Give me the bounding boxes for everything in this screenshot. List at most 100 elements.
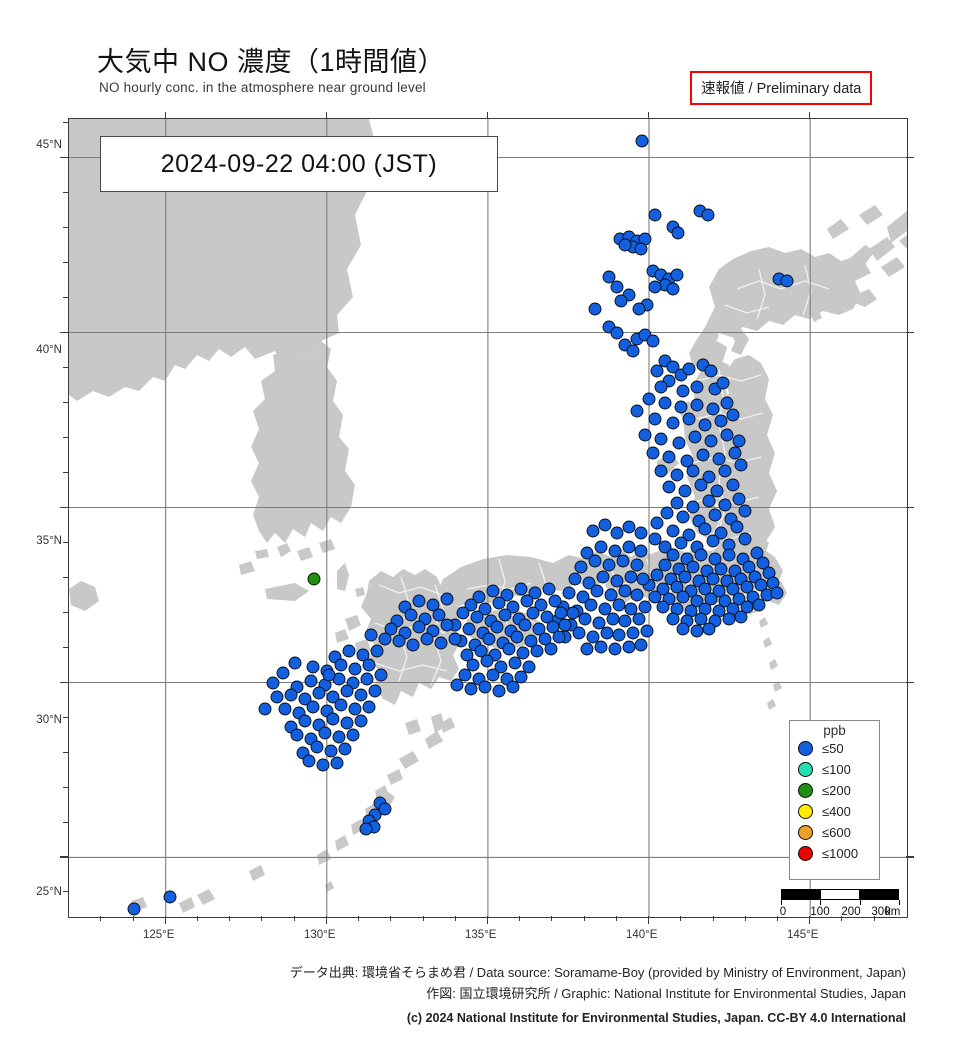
graticule [69,119,907,917]
scale-bar: 0 100 200 300 km [779,889,901,921]
footer-copyright: (c) 2024 National Institute for Environm… [406,1011,906,1025]
y-tick-minor [63,401,68,403]
x-tick-minor [841,916,843,921]
legend-label-le1000: ≤1000 [822,846,859,861]
x-tick-minor [261,916,263,921]
station-markers [127,134,794,916]
y-axis-label-35n: 35°N [36,535,62,547]
scale-seg-3 [859,890,899,899]
y-tick-minor [63,296,68,298]
map-canvas[interactable] [68,118,908,918]
x-tick-top-130 [325,112,327,119]
y-tick-minor [63,716,68,718]
footer: データ出典: 環境省そらまめ君 / Data source: Soramame-… [0,962,980,1029]
legend-item-le200[interactable]: ≤200 [790,780,879,801]
x-tick-minor [744,916,746,921]
legend-swatch-le400 [798,804,813,819]
legend-label-le200: ≤200 [822,783,851,798]
page-subtitle: NO hourly conc. in the atmosphere near g… [99,80,426,95]
scale-bar-labels: 0 100 200 300 km [779,906,901,921]
x-tick-major-145 [809,916,811,924]
y-tick-right-30 [906,681,914,683]
x-tick-minor [293,916,295,921]
x-axis-label-125e: 125°E [143,929,175,941]
legend-swatch-le600 [798,825,813,840]
y-tick-minor [63,891,68,893]
y-tick-minor [63,786,68,788]
legend-item-le50[interactable]: ≤50 [790,738,879,759]
x-tick-minor [422,916,424,921]
map-graphic [69,119,907,917]
x-tick-minor [390,916,392,921]
x-axis-label-130e: 130°E [304,929,336,941]
station-class-le200 [307,572,321,586]
x-tick-minor [551,916,553,921]
y-tick-minor [63,821,68,823]
legend-item-le100[interactable]: ≤100 [790,759,879,780]
y-tick-minor [63,226,68,228]
scale-tick-100 [820,900,821,905]
x-tick-minor [615,916,617,921]
scale-tick-300 [899,900,900,905]
y-tick-minor [63,191,68,193]
timestamp-box: 2024-09-22 04:00 (JST) [100,136,498,192]
legend-swatch-le1000 [798,846,813,861]
legend-item-le600[interactable]: ≤600 [790,822,879,843]
x-tick-minor [712,916,714,921]
x-tick-minor [132,916,134,921]
legend-label-le400: ≤400 [822,804,851,819]
legend-label-le50: ≤50 [822,741,844,756]
preliminary-data-badge: 速報値 / Preliminary data [690,71,873,105]
y-tick-major-25 [60,856,68,858]
y-tick-minor [63,471,68,473]
y-tick-minor [63,576,68,578]
scale-label-300: 300 [871,906,891,918]
y-tick-major-40 [60,331,68,333]
y-tick-major-35 [60,506,68,508]
y-tick-minor [63,611,68,613]
x-tick-major-135 [486,916,489,924]
x-tick-minor [454,916,456,921]
scale-label-0: 0 [779,906,787,918]
y-tick-major-45 [60,156,68,158]
x-tick-top-140 [648,112,650,119]
y-tick-minor [63,751,68,753]
x-axis-label-140e: 140°E [626,929,658,941]
y-tick-right-25 [906,856,914,858]
x-tick-minor [197,916,198,921]
x-tick-minor [776,916,778,921]
x-tick-top-125 [164,112,166,119]
x-tick-major-130 [325,916,327,924]
y-tick-minor [63,541,68,543]
y-tick-minor [63,121,68,123]
footer-graphic-credit: 作図: 国立環境研究所 / Graphic: National Institut… [426,986,906,1001]
x-tick-minor [358,916,360,921]
x-tick-minor [100,916,102,921]
x-tick-top-145 [809,112,811,119]
legend-swatch-le50 [798,741,813,756]
y-tick-right-45 [906,156,914,158]
x-tick-minor [873,916,875,921]
page-title: 大気中 NO 濃度（1時間値） [97,47,446,77]
y-tick-minor [63,436,68,438]
legend-swatch-le200 [798,783,813,798]
legend-item-le1000[interactable]: ≤1000 [790,843,879,864]
scale-seg-2 [820,890,860,899]
scale-tick-0 [781,900,782,905]
y-axis-label-40n: 40°N [36,344,62,356]
legend-item-le400[interactable]: ≤400 [790,801,879,822]
y-tick-minor [63,366,68,368]
x-tick-minor [229,916,231,921]
y-tick-right-35 [906,506,914,508]
y-axis-label-25n: 25°N [36,886,62,898]
legend-swatch-le100 [798,762,813,777]
scale-label-200: 200 [841,906,861,918]
y-tick-minor [63,261,68,263]
y-tick-major-30 [60,681,68,683]
legend-unit-label: ppb [823,723,846,738]
footer-data-source: データ出典: 環境省そらまめ君 / Data source: Soramame-… [289,965,906,980]
legend-label-le100: ≤100 [822,762,851,777]
scale-tick-200 [860,900,861,905]
y-axis-label-45n: 45°N [36,139,62,151]
x-tick-minor [583,916,585,921]
